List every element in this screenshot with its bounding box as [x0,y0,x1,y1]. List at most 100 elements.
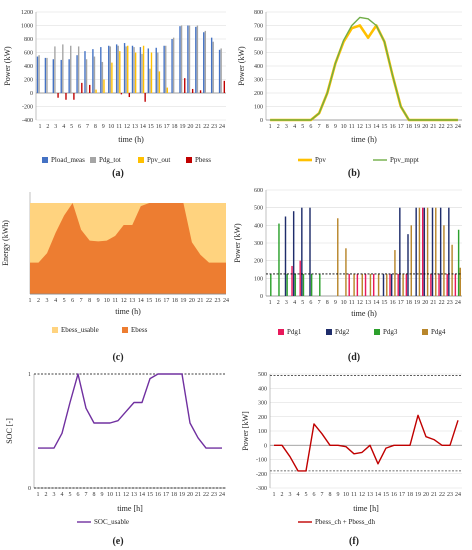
x-tick-label: 2 [281,492,284,498]
x-tick-label: 21 [430,300,436,306]
y-tick-label: -300 [256,486,267,492]
bar [302,273,305,296]
x-tick-label: 15 [381,300,387,306]
x-tick-label: 20 [187,492,193,498]
x-tick-label: 8 [329,492,332,498]
bar [451,244,453,296]
bar [84,51,86,93]
chart-a: -400 -200 0 200 400 600 800 1000 1200 1 2 3 4 5 6 7 8 9 10… [2,2,234,182]
bar [46,57,48,93]
legend-swatch [422,329,428,335]
bar [179,26,181,93]
x-tick-label: 1 [38,124,41,130]
legend-label: Ppv_out [147,156,170,164]
x-tick-label: 9 [334,300,337,306]
x-tick-label: 16 [390,124,396,130]
bar [203,32,205,93]
bar [448,207,450,296]
bar [150,52,153,93]
x-tick-label: 10 [341,300,347,306]
bar [52,59,55,93]
bar [390,273,393,296]
bar [134,52,137,93]
bar [426,207,429,296]
x-tick-label: 24 [455,492,461,498]
y-tick-label: 400 [24,64,33,70]
x-tick-label: 7 [318,300,321,306]
bar [76,55,78,93]
x-tick-label: 18 [407,492,413,498]
x-tick-label: 1 [273,492,276,498]
bar [171,39,173,93]
y-tick-label: 1000 [21,24,33,30]
y-tick-label: 200 [254,91,263,97]
bar [212,41,214,93]
y-axis-label: SOC [-] [5,418,14,444]
bar [377,273,380,296]
bar [77,46,80,93]
bar [278,223,280,296]
x-tick-label: 16 [155,298,161,304]
x-tick-label: 24 [455,124,461,130]
bar [44,57,47,93]
chart-c: 1 2 3 4 5 6 7 8 9 10 11 12 13 14 15 16 17 18 19 20 21 22 23 24 t… [1,184,234,364]
bar [457,229,460,296]
x-tick-label: 15 [148,124,154,130]
x-tick-label: 5 [63,298,66,304]
x-tick-label: 4 [293,124,296,130]
y-tick-label: 100 [258,429,267,435]
x-tick-label: 3 [285,300,288,306]
bar [195,26,197,94]
x-tick-label: 3 [285,124,288,130]
x-tick-label: 12 [357,300,363,306]
x-tick-label: 7 [86,124,89,130]
x-tick-label: 17 [163,492,169,498]
y-tick-label: 200 [254,259,263,265]
bar [299,260,301,296]
legend-label: Pbess_ch + Pbess_dh [315,518,375,526]
legend-label: Pdg2 [335,328,350,336]
legend-label: Pdg_tot [99,156,121,164]
x-tick-label: 8 [88,298,91,304]
bar [345,248,347,296]
x-tick-label: 21 [431,492,437,498]
x-tick-label: 11 [351,492,357,498]
series-line [270,24,458,122]
x-tick-label: 17 [164,124,170,130]
y-tick-label: 1 [28,372,31,378]
x-tick-label: 19 [180,298,186,304]
bar [158,71,161,93]
bar [68,59,70,93]
x-tick-label: 14 [373,124,379,130]
x-tick-label: 23 [214,298,220,304]
x-tick-label: 6 [77,492,80,498]
x-tick-label: 13 [129,298,135,304]
bar [348,273,350,296]
bar [199,90,202,93]
bar [423,207,426,296]
bar [191,88,194,93]
bar [292,211,295,296]
y-tick-label: 1200 [21,10,33,16]
x-tick-label: 24 [455,300,461,306]
bar [319,273,321,296]
x-tick-label: 23 [447,124,453,130]
x-tick-label: 13 [367,492,373,498]
bar [435,207,437,296]
x-tick-label: 5 [70,124,73,130]
x-tick-label: 10 [107,492,113,498]
bar [163,45,165,93]
x-tick-label: 17 [163,298,169,304]
x-tick-label: 6 [313,492,316,498]
bar [439,207,442,296]
x-axis-label: time (h) [351,309,377,318]
x-axis-label: time (h) [115,307,141,316]
x-tick-label: 2 [277,124,280,130]
bar [196,25,199,93]
legend-label: Ebess_usable [61,326,99,334]
x-tick-label: 22 [203,492,209,498]
bar [101,61,104,93]
bar [184,78,186,93]
x-tick-label: 9 [97,298,100,304]
y-tick-label: 400 [258,386,267,392]
